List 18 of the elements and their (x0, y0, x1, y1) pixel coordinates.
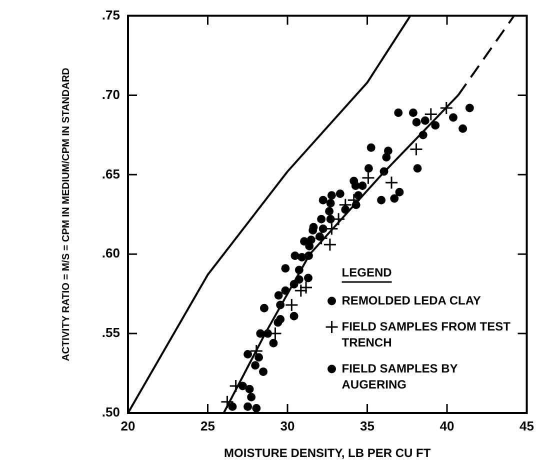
x-tick-label: 45 (520, 418, 534, 434)
y-axis-title: ACTIVITY RATIO = M/S = CPM IN MEDIUM/CPM IN STANDARD (60, 68, 72, 362)
x-tick-label: 25 (200, 418, 215, 434)
x-tick-label: 20 (120, 418, 136, 434)
legend-label: REMOLDED LEDA CLAY (342, 293, 481, 308)
legend-label: FIELD SAMPLES BY AUGERING (342, 361, 458, 392)
x-tick-label: 35 (360, 418, 374, 434)
legend-title: LEGEND (342, 265, 392, 280)
x-axis-title: MOISTURE DENSITY, LB PER CU FT (224, 446, 432, 460)
y-tick-label: .65 (102, 166, 120, 182)
y-tick-label: .60 (102, 246, 120, 261)
y-tick-label: .70 (102, 86, 120, 102)
legend-label: FIELD SAMPLES FROM TEST TRENCH (342, 319, 512, 350)
y-tick-label: .75 (102, 7, 120, 22)
y-tick-label: .50 (102, 404, 120, 420)
x-tick-label: 40 (440, 418, 454, 434)
x-tick-label: 30 (280, 418, 295, 434)
y-tick-label: .55 (102, 325, 120, 340)
